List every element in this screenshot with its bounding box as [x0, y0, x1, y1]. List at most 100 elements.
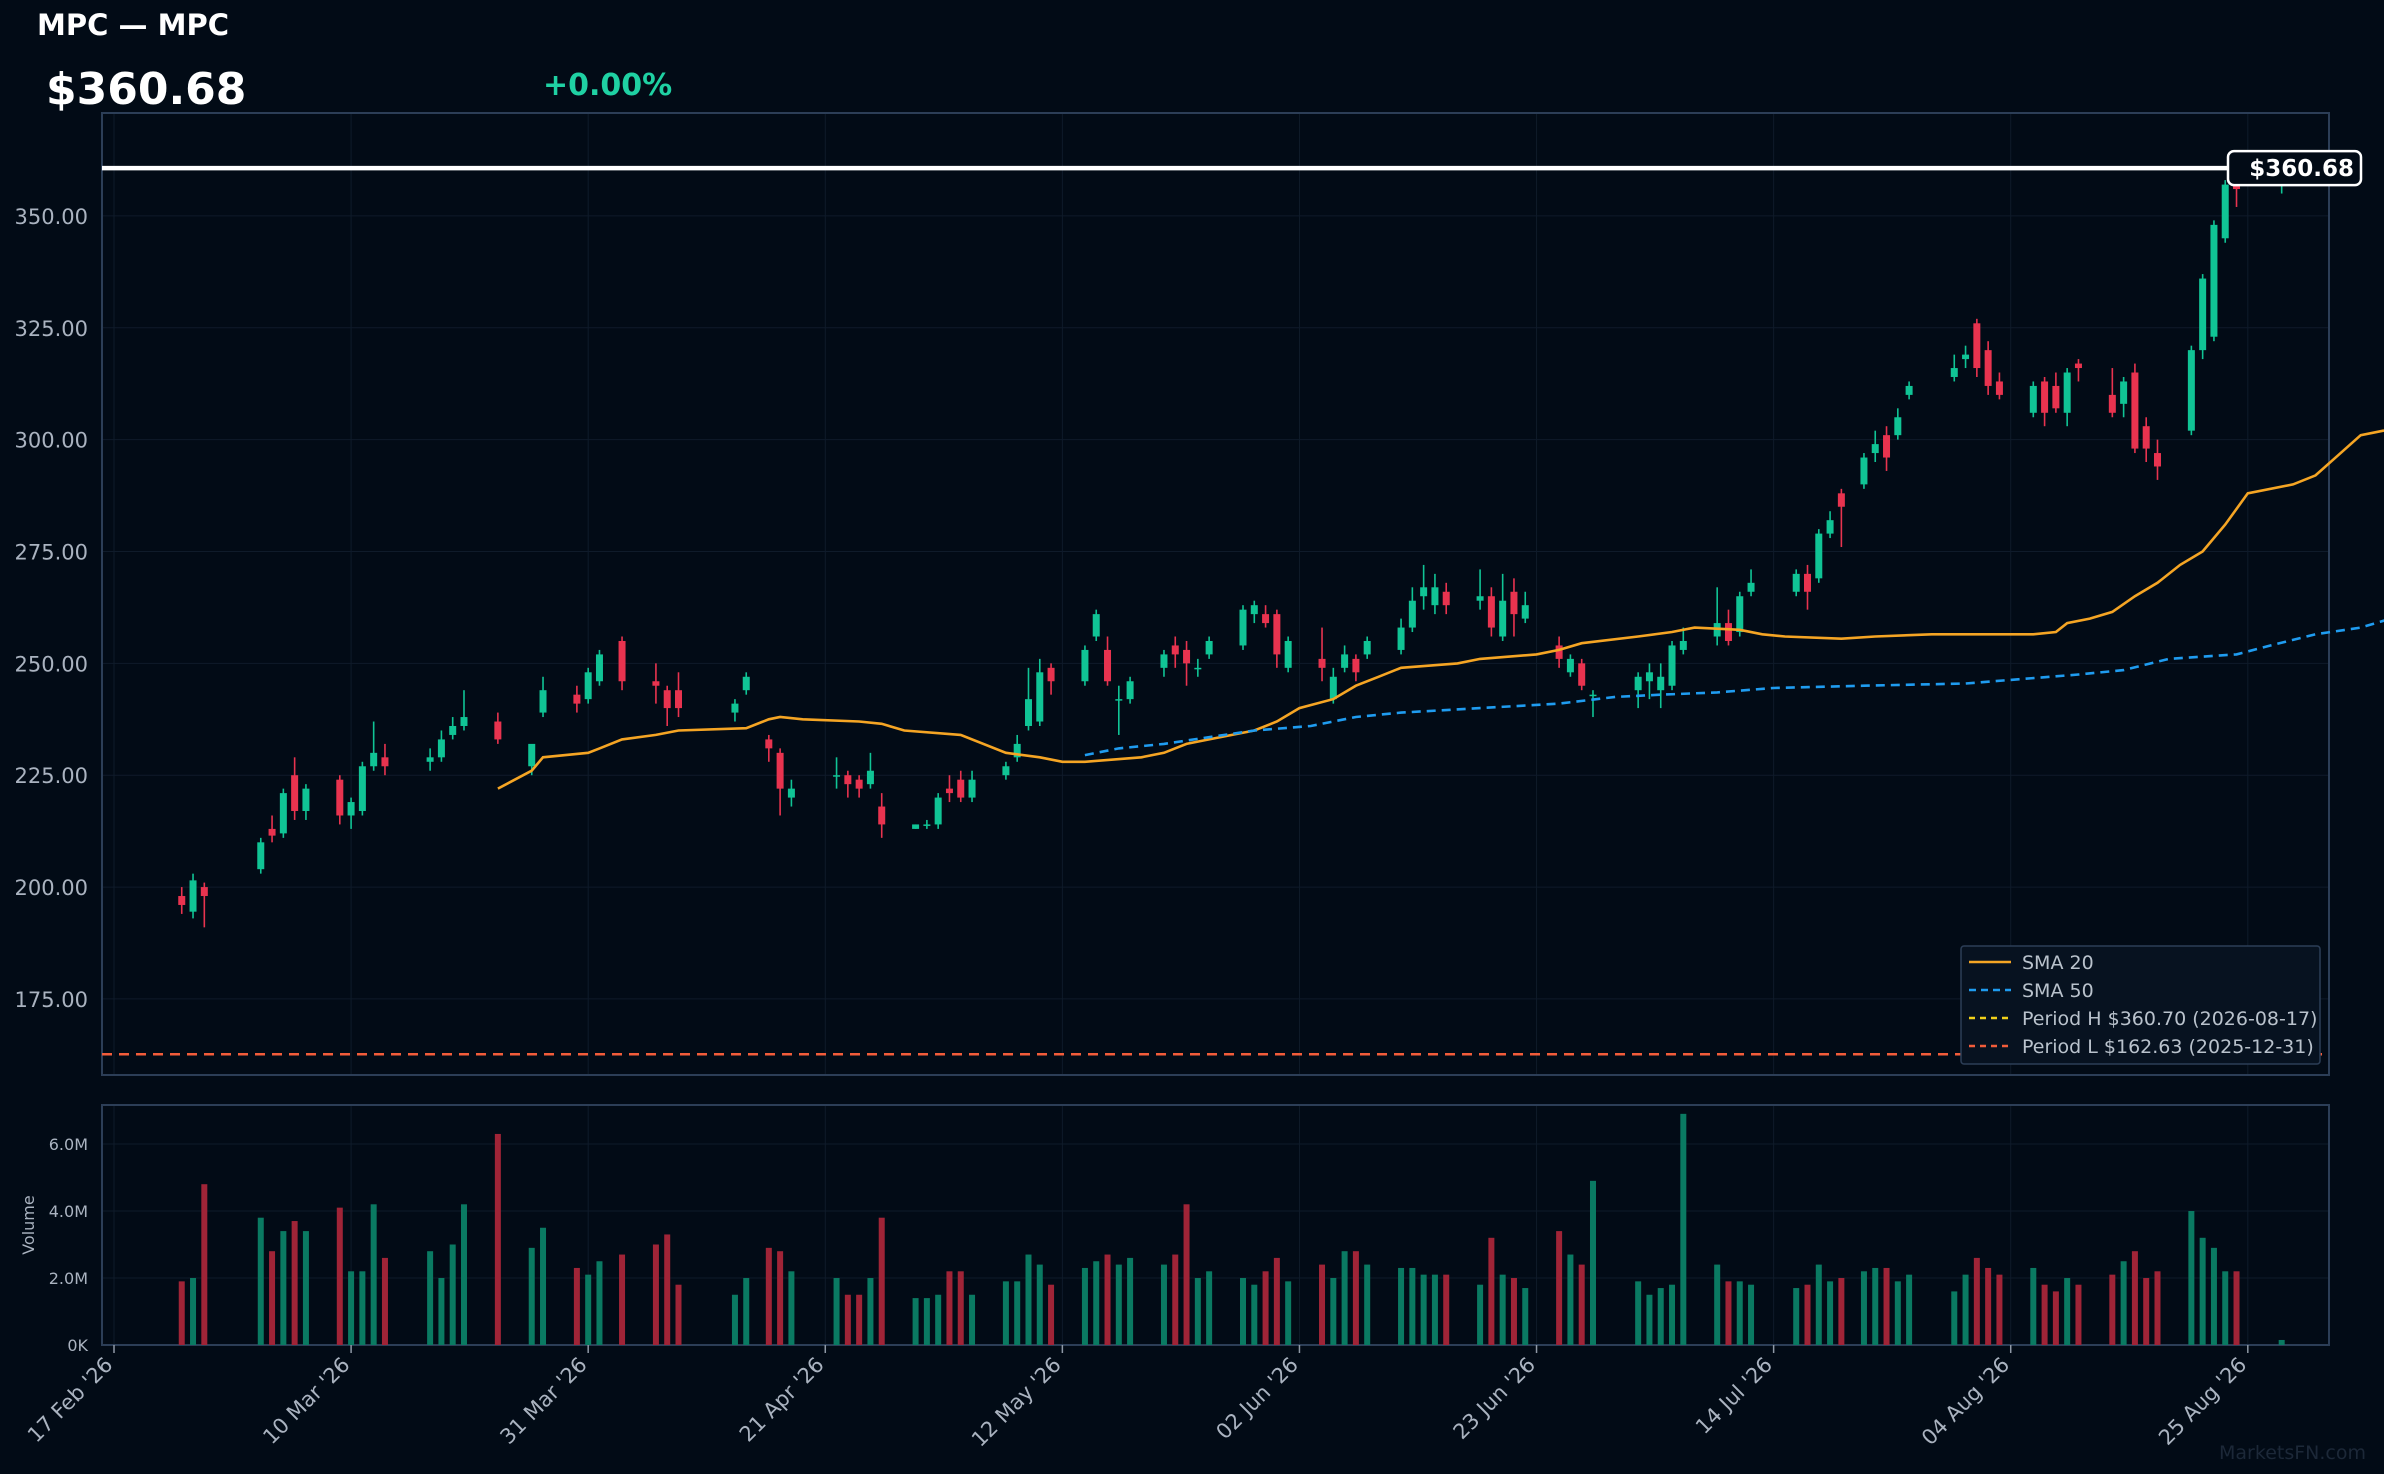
volume-bar	[1477, 1284, 1484, 1345]
candle-body	[1962, 354, 1970, 360]
volume-bar	[1680, 1113, 1687, 1345]
volume-bar	[1160, 1264, 1167, 1345]
volume-bar	[1183, 1204, 1190, 1345]
volume-bar	[2154, 1271, 2161, 1345]
volume-bar	[1206, 1271, 1213, 1345]
volume-bar	[449, 1244, 456, 1345]
volume-bar	[1657, 1288, 1664, 1345]
candle-body	[1047, 667, 1055, 682]
candle-body	[1589, 694, 1597, 697]
volume-bar	[946, 1271, 953, 1345]
volume-bar	[460, 1204, 467, 1345]
candle-body	[595, 654, 603, 682]
volume-bar	[1962, 1274, 1969, 1345]
volume-bar	[2143, 1278, 2150, 1345]
y-tick-label: 200.00	[15, 876, 88, 900]
volume-bar	[381, 1257, 388, 1345]
candle-body	[1092, 614, 1100, 637]
volume-bar	[190, 1278, 197, 1345]
volume-bar	[1827, 1281, 1834, 1345]
candle-body	[1657, 676, 1665, 691]
volume-bar	[652, 1244, 659, 1345]
y-tick-label: 175.00	[15, 988, 88, 1012]
price-change: +0.00%	[543, 68, 673, 103]
chart-title: MPC — MPC	[37, 8, 229, 42]
last-price-tag	[2226, 149, 2363, 187]
volume-bar	[573, 1267, 580, 1345]
candle-body	[2063, 372, 2071, 413]
volume-bar	[1714, 1264, 1721, 1345]
volume-tick-label: 4.0M	[49, 1202, 88, 1221]
volume-bar	[1273, 1257, 1280, 1345]
volume-bar	[1285, 1281, 1292, 1345]
candle-body	[2029, 385, 2037, 413]
candle-body	[460, 717, 468, 726]
candle-body	[347, 802, 355, 816]
volume-bar	[1081, 1267, 1088, 1345]
legend-box	[1960, 945, 2321, 1065]
y-tick-label: 275.00	[15, 540, 88, 564]
volume-bar	[1973, 1257, 1980, 1345]
candle-body	[1826, 520, 1834, 534]
volume-bar	[528, 1247, 535, 1345]
candle-body	[1815, 533, 1823, 579]
volume-bar	[280, 1231, 287, 1345]
x-tick-label: 31 Mar '26	[495, 1353, 591, 1449]
volume-bar	[1048, 1284, 1055, 1345]
candle-body	[584, 672, 592, 700]
candle-body	[923, 824, 931, 826]
x-tick-label: 25 Aug '26	[2154, 1353, 2251, 1450]
volume-bar	[1646, 1294, 1653, 1345]
candle-body	[268, 828, 276, 836]
volume-bar	[1002, 1281, 1009, 1345]
volume-bar	[912, 1298, 919, 1345]
candle-body	[1476, 596, 1484, 601]
volume-bar	[1951, 1291, 1958, 1345]
candle-body	[1950, 368, 1958, 377]
moving-averages	[497, 429, 2384, 790]
volume-bar	[1262, 1271, 1269, 1345]
volume-bar	[1240, 1278, 1246, 1345]
candle-body	[934, 797, 942, 825]
candle-body	[1318, 658, 1326, 668]
candle-body	[1668, 645, 1676, 686]
candle-body	[381, 757, 389, 767]
candle-body	[1804, 573, 1811, 592]
candle-body	[957, 779, 965, 798]
candle-body	[2153, 453, 2161, 467]
x-tick-label: 17 Feb '26	[23, 1353, 118, 1448]
y-tick-label: 300.00	[15, 429, 88, 453]
volume-axis-label: Volume	[19, 1195, 38, 1255]
x-tick-label: 10 Mar '26	[258, 1353, 354, 1449]
volume-tick-label: 0K	[67, 1336, 88, 1355]
candle-body	[765, 739, 773, 749]
candle-body	[2041, 381, 2049, 413]
volume-bar	[1431, 1274, 1438, 1345]
candle-body	[358, 766, 366, 812]
candles	[178, 168, 2286, 928]
candle-body	[279, 793, 287, 834]
volume-bar	[969, 1294, 976, 1345]
volume-bar	[359, 1271, 366, 1345]
candle-body	[1160, 654, 1168, 668]
grid	[102, 113, 2329, 1345]
volume-bar	[1499, 1274, 1506, 1345]
volume-bar	[1420, 1274, 1427, 1345]
volume-bar	[1014, 1281, 1021, 1345]
candle-body	[1431, 587, 1439, 606]
candle-body	[1273, 614, 1281, 655]
candle-body	[1736, 596, 1744, 633]
candle-body	[1183, 649, 1191, 664]
volume-bar	[438, 1278, 445, 1345]
volume-bar	[201, 1184, 208, 1345]
volume-panel-frame	[101, 1104, 2330, 1346]
volume-bar	[844, 1294, 851, 1345]
candle-body	[302, 788, 310, 812]
volume-bar	[2188, 1211, 2195, 1345]
watermark: MarketsFN.com	[2219, 1442, 2366, 1464]
candle-body	[1747, 582, 1755, 592]
x-tick-label: 23 Jun '26	[1449, 1353, 1540, 1444]
candle-body	[257, 842, 265, 870]
volume-bar	[1127, 1257, 1134, 1345]
candle-body	[1329, 676, 1337, 700]
